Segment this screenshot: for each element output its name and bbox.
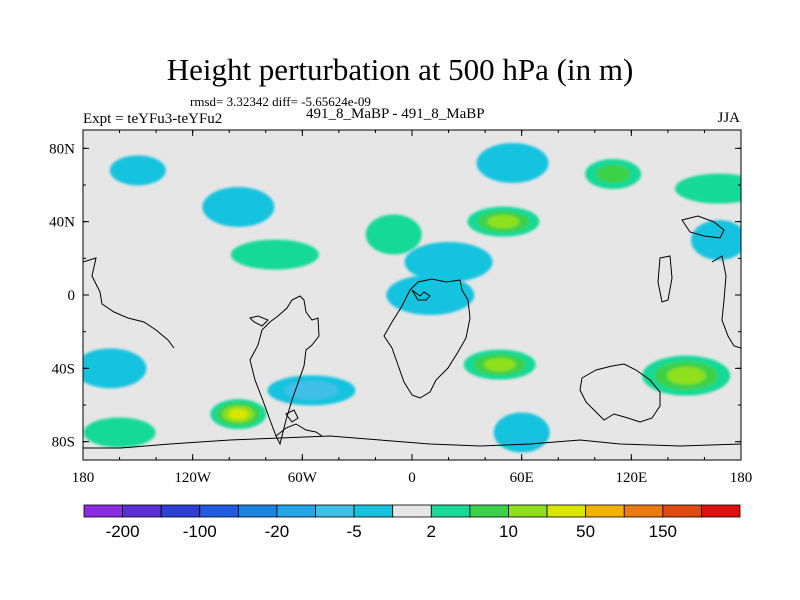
coastline-maritime (711, 255, 741, 349)
anomaly-region (202, 187, 275, 227)
contour-band (691, 220, 741, 260)
coastline-japan-region (681, 215, 725, 239)
contour-band (476, 143, 549, 183)
anomaly-region (210, 399, 267, 430)
experiment-label: Expt = teYFu3-teYFu2 (83, 111, 223, 127)
colorbar-box (237, 504, 278, 518)
colorbar-label: 2 (427, 522, 436, 541)
y-tick-label: 80S (52, 435, 75, 451)
coastline-south-america (249, 295, 320, 446)
x-tick-label: 60W (288, 470, 318, 486)
colorbar-box (585, 504, 625, 518)
colorbar: -200 -100 -20 -5 2 10 50 150 (83, 504, 741, 541)
anomaly-region (83, 348, 147, 389)
coastlines (83, 215, 741, 449)
contour-band (230, 239, 319, 270)
contour-band (365, 214, 422, 255)
stats-text: rmsd= 3.32342 diff= -5.65624e-09 (190, 94, 371, 109)
x-axis: 180 120W 60W 0 60E 120E 180 (72, 130, 753, 486)
colorbar-label: -20 (265, 522, 290, 541)
colorbar-box (160, 504, 201, 518)
y-tick-label: 80N (49, 141, 75, 157)
y-tick-label: 0 (68, 288, 76, 304)
anomaly-region (386, 275, 475, 315)
contour-band (83, 417, 156, 448)
colorbar-box (623, 504, 664, 518)
anomaly-region (83, 417, 156, 448)
chart-title: Height perturbation at 500 hPa (in m) (166, 52, 634, 87)
contour-field (83, 143, 741, 453)
contour-band (493, 412, 550, 453)
coastline-antarctica (83, 435, 741, 449)
colorbar-box (315, 504, 355, 518)
colorbar-box (546, 504, 587, 518)
coastline-africa (383, 278, 471, 399)
x-tick-label: 60E (510, 470, 534, 486)
colorbar-label: 10 (499, 522, 518, 541)
anomaly-region (230, 239, 319, 270)
anomaly-region (675, 173, 741, 204)
y-tick-label: 40N (49, 215, 75, 231)
anomaly-region (365, 214, 422, 255)
coastline-east-asia (657, 255, 673, 303)
colorbar-box (701, 504, 741, 518)
colorbar-box (469, 504, 509, 518)
colorbar-box (353, 504, 394, 518)
anomaly-region (463, 349, 536, 380)
contour-band (109, 155, 166, 186)
colorbar-label: -100 (183, 522, 217, 541)
anomaly-region (109, 155, 166, 186)
anomaly-region (691, 220, 741, 260)
contour-band (675, 173, 741, 204)
contour-band (487, 215, 520, 229)
colorbar-box (430, 504, 471, 518)
season-label: JJA (717, 110, 740, 126)
contour-band (595, 164, 631, 184)
y-axis: 80N 40N 0 40S 80S (49, 141, 741, 451)
coastline-central-america (249, 315, 269, 327)
contour-band (404, 242, 493, 282)
coastline-antarctic-peninsula (275, 423, 323, 437)
x-tick-label: 180 (730, 470, 753, 486)
colorbar-box (276, 504, 316, 518)
colorbar-box (508, 504, 548, 518)
contour-band (666, 366, 706, 385)
contour-band (284, 381, 339, 400)
x-tick-label: 180 (72, 470, 95, 486)
y-tick-label: 40S (52, 361, 75, 377)
anomaly-region (404, 242, 493, 282)
colorbar-label: -5 (347, 522, 362, 541)
coastline-australia (579, 363, 661, 423)
colorbar-box (392, 504, 432, 518)
coastline-africa-west (411, 289, 431, 301)
colorbar-label: 50 (576, 522, 595, 541)
anomaly-region (267, 375, 356, 406)
anomaly-region (585, 159, 642, 189)
contour-band (483, 358, 516, 372)
run-label: 491_8_MaBP - 491_8_MaBP (306, 106, 485, 122)
x-tick-label: 120E (615, 470, 647, 486)
x-tick-label: 0 (408, 470, 416, 486)
colorbar-label: 150 (649, 522, 677, 541)
x-tick-label: 120W (174, 470, 212, 486)
colorbar-box (199, 504, 239, 518)
colorbar-box (122, 504, 162, 518)
anomaly-region (493, 412, 550, 453)
contour-band (202, 187, 275, 227)
contour-band (386, 275, 475, 315)
anomaly-region (467, 206, 540, 237)
coastline-west-edge (83, 257, 175, 349)
colorbar-box (662, 504, 702, 518)
anomaly-region (642, 355, 731, 396)
colorbar-box (83, 504, 123, 518)
coastline-small-island (285, 409, 299, 423)
colorbar-label: -200 (106, 522, 140, 541)
contour-band (83, 348, 147, 389)
contour-band (228, 408, 249, 420)
anomaly-region (476, 143, 549, 183)
